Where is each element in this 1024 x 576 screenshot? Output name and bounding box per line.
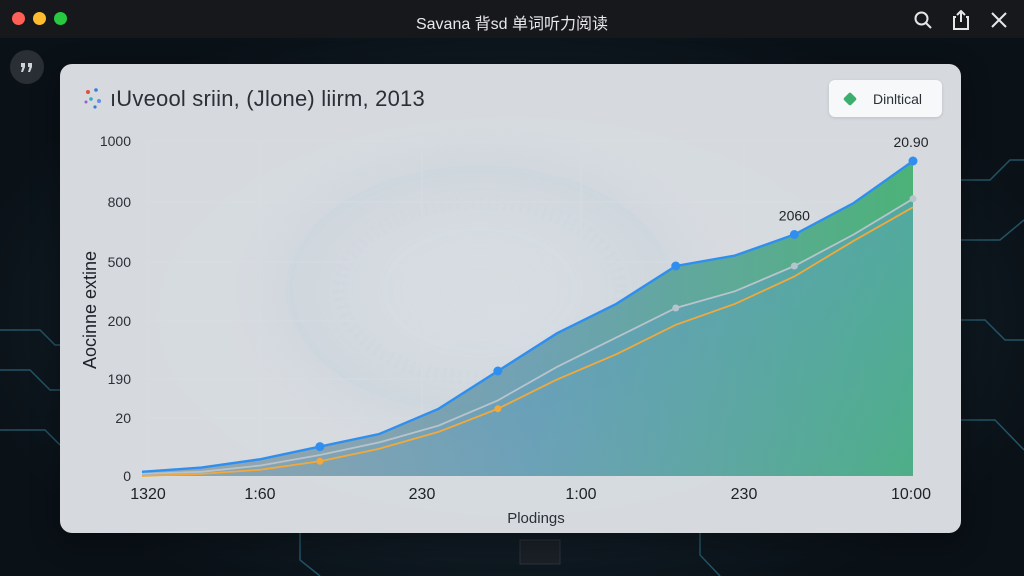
legend-label: Dinltical [873, 90, 923, 107]
x-tick-label: 230 [409, 486, 436, 503]
data-point [671, 261, 681, 271]
maximize-window-button[interactable] [54, 12, 67, 25]
y-axis-ticks: 0 20 190 200 500 800 1000 [100, 133, 131, 484]
y-tick-label: 200 [108, 313, 132, 329]
data-point [908, 156, 918, 166]
window-title: Savana 背sd 单词听力阅读 [415, 16, 609, 33]
quote-button[interactable] [10, 50, 44, 84]
x-tick-label: 10:00 [891, 486, 931, 503]
x-tick-label: 1:00 [565, 486, 596, 503]
area-secondary [142, 198, 913, 477]
y-tick-label: 500 [108, 254, 132, 270]
data-point [315, 442, 325, 452]
share-icon[interactable] [950, 9, 972, 31]
sparkle-icon [84, 88, 101, 109]
series-lines [141, 160, 914, 477]
quote-icon [21, 63, 32, 72]
y-tick-label: 800 [108, 194, 132, 210]
y-axis-title: Aocinne extine [80, 251, 100, 369]
series-line-line-blue [141, 160, 914, 473]
data-point [494, 405, 502, 413]
chart-title: ıUveool sriin, (Jlone) liirm, 2013 [110, 86, 425, 111]
close-icon[interactable] [988, 9, 1010, 31]
x-tick-label: 230 [731, 486, 758, 503]
y-tick-label: 0 [123, 468, 131, 484]
data-point [790, 262, 798, 270]
data-point [493, 366, 503, 376]
data-point [672, 304, 680, 312]
x-tick-label: 1320 [130, 486, 166, 503]
data-point [789, 230, 799, 239]
data-point [316, 457, 324, 465]
x-tick-label: 1:60 [244, 486, 275, 503]
y-tick-label: 1000 [100, 133, 131, 149]
window-controls [12, 12, 67, 25]
x-axis-title: Plodings [507, 510, 565, 527]
annotations: 2060 20.90 [779, 134, 929, 224]
series-line-line-orange [141, 206, 914, 477]
y-tick-label: 190 [108, 371, 132, 387]
series-line-line-gray [141, 198, 914, 475]
annotation-label: 2060 [779, 208, 810, 224]
annotation-label: 20.90 [893, 134, 928, 150]
data-point [909, 195, 917, 203]
window-titlebar: Savana 背sd 单词听力阅读 [0, 0, 1024, 38]
series-points [315, 156, 918, 465]
legend[interactable]: Dinltical [829, 80, 942, 117]
close-window-button[interactable] [12, 12, 25, 25]
minimize-window-button[interactable] [33, 12, 46, 25]
search-icon[interactable] [912, 9, 934, 31]
y-tick-label: 20 [115, 410, 131, 426]
area-layers [142, 161, 913, 477]
x-axis-ticks: 1320 1:60 230 1:00 230 10:00 [130, 486, 931, 503]
